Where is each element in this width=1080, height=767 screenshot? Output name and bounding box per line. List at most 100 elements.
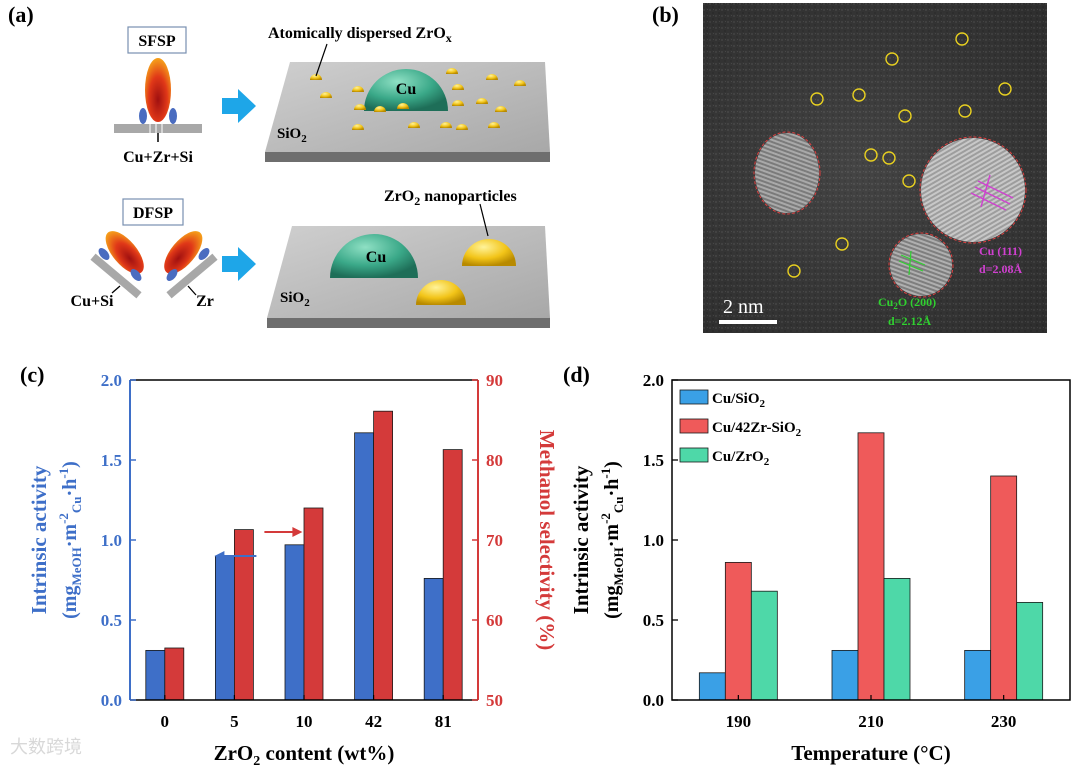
cu111-label: Cu (111) — [979, 244, 1022, 258]
y-tick-label-2.0: 2.0 — [643, 371, 664, 390]
bar-CuZrO2-210 — [883, 577, 911, 701]
x-axis-label: Temperature (°C) — [791, 741, 950, 765]
arrow-head-right — [292, 527, 303, 537]
cu-particle-bottom — [330, 234, 418, 278]
tem-image: Cu (111) d=2.08Å Cu2O (200) d=2.12Å 2 nm — [703, 3, 1047, 333]
bar-CuZrO2-190 — [750, 590, 778, 701]
y-tick-label-1.5: 1.5 — [643, 451, 664, 470]
watermark: 大数跨境 — [10, 737, 82, 758]
y-axis-right-label: Methanol selectivity (%) — [535, 430, 559, 650]
sfsp-nozzle — [114, 124, 202, 133]
atomic-zrox-label: Atomically dispersed ZrOx — [268, 25, 452, 45]
cu-nanoparticle-left — [755, 133, 819, 213]
bar-activity-42 — [354, 432, 375, 701]
dfsp-label: DFSP — [133, 205, 173, 222]
bar-activity-0 — [145, 649, 166, 701]
panel-label-d: (d) — [563, 362, 590, 387]
cu-label-bottom: Cu — [366, 249, 387, 266]
process-arrow-bottom — [222, 247, 256, 281]
bar-selectivity-10 — [303, 507, 324, 701]
bar-Cu42ZrSiO2-190 — [724, 561, 752, 701]
schematic-panel-a: SFSP Cu+Zr+Si Cu SiO2 Atomically dispers… — [71, 25, 550, 328]
y-right-tick-label-90: 90 — [486, 371, 503, 390]
cu-label-top: Cu — [396, 81, 417, 98]
legend-label-1: Cu/42Zr-SiO2 — [712, 420, 802, 439]
zro2-particle-2 — [462, 239, 516, 266]
zrox-atoms — [310, 68, 526, 130]
scale-bar — [719, 320, 777, 324]
bar-CuSiO2-230 — [964, 649, 992, 701]
bar-selectivity-81 — [442, 449, 463, 701]
dfsp-box — [122, 198, 184, 226]
panel-label-b: (b) — [652, 2, 679, 27]
y-axis-left-units: (mgMeOH·m-2Cu·h-1) — [56, 461, 84, 619]
y-axis-left-label: Intrinsic activity — [27, 465, 51, 614]
bar-Cu42ZrSiO2-210 — [857, 432, 885, 701]
bar-activity-5 — [214, 555, 235, 701]
sfsp-label: SFSP — [138, 33, 176, 50]
scale-bar-label: 2 nm — [723, 296, 764, 318]
sfsp-oxygen-right — [169, 108, 177, 124]
legend-swatch-0 — [679, 389, 709, 405]
cu-particle-top — [364, 69, 448, 111]
sfsp-oxygen-left — [139, 108, 147, 124]
x-axis-label: ZrO2 content (wt%) — [214, 741, 395, 767]
zro2-particle-1 — [416, 280, 466, 305]
dfsp-nozzle-right — [166, 253, 218, 299]
y-tick-label-1.0: 1.0 — [643, 531, 664, 550]
dfsp-nozzle-left — [90, 253, 142, 299]
bar-CuSiO2-210 — [831, 649, 859, 701]
y-tick-label-0.5: 0.5 — [643, 611, 664, 630]
sfsp-flame — [145, 58, 171, 122]
y-axis-label: Intrinsic activity — [569, 465, 593, 614]
chart-c: 0 5 10 42 81 0.0 0.5 1.0 1.5 2.0 50 60 70 80 90 ZrO2 co… — [27, 371, 559, 767]
cu2o-dspacing: d=2.12Å — [888, 314, 932, 328]
arrow-head-left — [214, 551, 225, 561]
y-right-tick-label-50: 50 — [486, 691, 503, 710]
bar-selectivity-0 — [164, 647, 185, 701]
legend-label-0: Cu/SiO2 — [712, 391, 766, 410]
dfsp-feed-left-label: Cu+Si — [71, 293, 114, 310]
sio2-label-bottom: SiO2 — [280, 290, 310, 309]
cu2o-nanoparticle — [890, 234, 952, 296]
x-tick-label-210: 210 — [858, 712, 884, 731]
bar-CuZrO2-230 — [1016, 601, 1044, 701]
legend-swatch-1 — [679, 418, 709, 434]
cu2o-label: Cu2O (200) — [878, 295, 936, 311]
y-right-tick-label-80: 80 — [486, 451, 503, 470]
chart-d: 190 210 230 0.0 0.5 1.0 1.5 2.0 Cu/SiO2 Cu/42Zr-S… — [569, 371, 1071, 765]
legend-swatch-2 — [679, 447, 709, 463]
panel-label-a: (a) — [8, 2, 34, 27]
bar-CuSiO2-190 — [698, 672, 726, 701]
panel-label-c: (c) — [20, 362, 45, 387]
legend-label-2: Cu/ZrO2 — [712, 449, 770, 468]
x-tick-label-10: 10 — [296, 712, 313, 731]
cu111-dspacing: d=2.08Å — [979, 262, 1023, 276]
y-left-tick-label-0.0: 0.0 — [101, 691, 122, 710]
y-axis-units: (mgMeOH·m-2Cu·h-1) — [598, 461, 626, 619]
dfsp-flame-right — [164, 231, 203, 274]
dfsp-feed-right-label: Zr — [196, 293, 214, 310]
x-tick-label-190: 190 — [726, 712, 752, 731]
y-right-tick-label-60: 60 — [486, 611, 503, 630]
x-tick-label-0: 0 — [161, 712, 170, 731]
process-arrow-top — [222, 89, 256, 123]
cu-nanoparticle-large — [921, 138, 1025, 242]
y-right-tick-label-70: 70 — [486, 531, 503, 550]
bar-activity-10 — [284, 544, 305, 701]
bar-activity-81 — [423, 577, 444, 701]
x-tick-label-81: 81 — [435, 712, 452, 731]
x-tick-label-42: 42 — [365, 712, 382, 731]
bar-Cu42ZrSiO2-230 — [990, 475, 1018, 701]
y-left-tick-label-2.0: 2.0 — [101, 371, 122, 390]
sfsp-box — [127, 26, 187, 54]
single-atom-markers — [787, 32, 1012, 278]
y-left-tick-label-0.5: 0.5 — [101, 611, 122, 630]
bar-selectivity-42 — [373, 410, 394, 701]
y-left-tick-label-1.5: 1.5 — [101, 451, 122, 470]
dfsp-flame-left — [105, 231, 144, 274]
x-tick-label-230: 230 — [991, 712, 1017, 731]
sio2-label-top: SiO2 — [277, 126, 307, 145]
y-left-tick-label-1.0: 1.0 — [101, 531, 122, 550]
sfsp-feed-label: Cu+Zr+Si — [123, 149, 193, 166]
